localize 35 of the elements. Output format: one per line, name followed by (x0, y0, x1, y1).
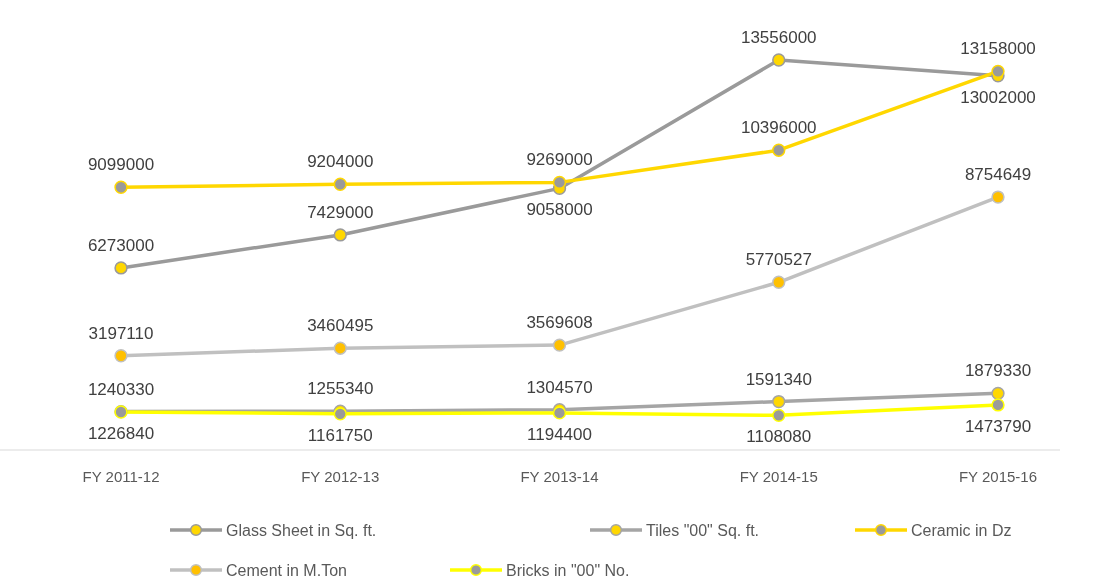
data-label: 13158000 (960, 39, 1036, 59)
data-label: 7429000 (307, 202, 374, 222)
data-label: 3197110 (88, 323, 154, 343)
data-label: 10396000 (740, 118, 817, 138)
legend-label: Cement in M.Ton (226, 562, 347, 579)
x-tick-label: FY 2015-16 (958, 468, 1038, 485)
data-label: 1255340 (307, 379, 374, 399)
data-label: 1473790 (964, 416, 1032, 436)
legend-label: Bricks in "00" No. (506, 562, 630, 579)
data-label: 3460495 (307, 316, 374, 336)
data-label: 9204000 (307, 152, 374, 172)
x-tick-label: FY 2013-14 (520, 468, 599, 485)
data-label: 1194400 (527, 424, 592, 444)
data-label: 1161750 (307, 425, 373, 445)
data-label: 1226840 (87, 423, 155, 443)
legend-label: Tiles "00" Sq. ft. (646, 522, 760, 539)
data-label: 6273000 (87, 235, 155, 255)
data-label: 1240330 (87, 379, 155, 399)
x-tick-label: FY 2014-15 (739, 468, 818, 485)
data-label: 1879330 (964, 361, 1032, 381)
data-label: 3569608 (526, 313, 593, 333)
legend-label: Glass Sheet in Sq. ft. (226, 522, 377, 539)
data-label: 1304570 (526, 377, 593, 397)
data-label: 1108080 (746, 427, 812, 447)
data-label: 9099000 (87, 155, 155, 175)
data-label: 13556000 (740, 28, 817, 47)
legend-label: Ceramic in Dz (911, 522, 1012, 539)
data-label: 8754649 (964, 165, 1032, 185)
data-label: 9058000 (526, 200, 593, 220)
data-label: 13002000 (960, 87, 1036, 107)
data-label: 5770527 (745, 250, 812, 270)
data-label: 1591340 (745, 369, 812, 389)
data-label: 9269000 (526, 150, 593, 170)
x-tick-label: FY 2011-12 (82, 468, 160, 485)
x-tick-label: FY 2012-13 (301, 468, 380, 485)
